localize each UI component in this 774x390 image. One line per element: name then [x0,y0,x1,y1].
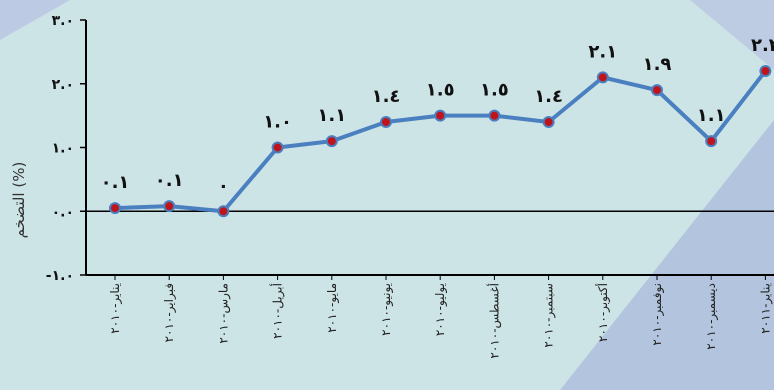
data-point [271,141,284,154]
x-tick-label: فبراير-٢٠١٠ [162,283,177,342]
y-tick-label: ٢.٠ [52,77,74,93]
data-point [380,116,392,128]
y-tick-label: ٣.٠ [52,13,74,29]
y-axis-label: التضخم (%) [10,161,28,239]
data-point [163,200,176,213]
x-tick-label: مايو-٢٠١٠ [325,283,340,333]
data-points [109,65,772,218]
data-point [542,116,555,128]
data-point [109,202,121,215]
axes [80,19,774,280]
x-tick-label: سبتمبر-٢٠١٠ [542,283,557,348]
data-point [759,65,772,77]
data-label: ١.٤ [534,86,563,107]
y-tick-label: -١.٠ [46,268,74,284]
y-tick-label: ٠.٠ [52,204,74,220]
data-label: ٠.١ [155,170,184,191]
data-label: ٠ [218,175,229,196]
x-tick-label: يونيو-٢٠١٠ [379,283,394,336]
x-tick-label: نوفمبر-٢٠١٠ [650,283,665,346]
data-point [217,205,230,218]
data-point [596,71,609,84]
data-point [434,109,447,122]
data-point [325,135,338,148]
x-tick-label: أغسطس-٢٠١٠ [486,283,502,359]
x-tick-labels: يناير-٢٠١٠ فبراير-٢٠١٠ مارس-٢٠١٠ أبريل-٢٠١٠… [108,283,773,359]
x-tick-label: أكتوبر-٢٠١٠ [595,283,611,342]
data-point [705,135,718,148]
data-label: ٢.١ [588,41,617,62]
data-label: ٠.١ [101,172,130,193]
data-point [488,109,501,122]
data-point [651,84,663,97]
data-label: ١.١ [697,105,726,126]
data-label: ١.٤ [372,86,401,107]
data-label: ٢.٢ [751,35,774,56]
y-tick-label: ١.٠ [52,141,74,157]
data-label: ١.٥ [480,80,509,101]
x-tick-label: مارس-٢٠١٠ [216,283,231,344]
data-label: ١.٩ [643,54,672,75]
x-tick-label: يناير-٢٠١١ [758,283,773,334]
x-tick-label: يوليو-٢٠١٠ [433,283,448,336]
x-tick-label: يناير-٢٠١٠ [108,283,123,334]
data-label: ١.٠ [263,112,292,133]
x-tick-label: أبريل-٢٠١٠ [270,283,286,339]
data-labels: ٠.١ ٠.١ ٠ ١.٠ ١.١ ١.٤ ١.٥ ١.٥ ١.٤ ٢.١ ١.٩ ١.١ ٢.٢ [101,35,774,196]
x-tick-label: ديسمبر-٢٠١٠ [704,283,719,350]
data-label: ١.٥ [426,80,455,101]
y-tick-labels: ٣.٠ ٢.٠ ١.٠ ٠.٠ -١.٠ [46,13,74,284]
data-label: ١.١ [317,105,346,126]
